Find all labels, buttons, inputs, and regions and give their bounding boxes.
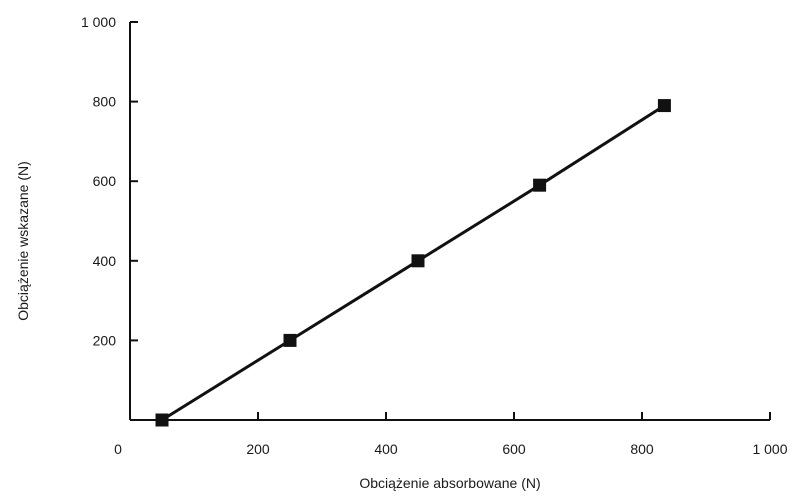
series-group [155,99,671,427]
data-point-marker [283,333,297,347]
x-tick-label: 400 [374,441,398,457]
y-tick-label: 600 [93,173,117,189]
axes [129,22,770,421]
data-point-marker [657,99,671,113]
data-point-marker [155,413,169,427]
x-axis-ticks: 0 200 400 600 800 1 000 [114,412,788,457]
data-point-marker [411,254,425,268]
y-axis-ticks: 200 400 600 800 1 000 [81,14,138,348]
data-point-marker [533,178,547,192]
y-tick-label: 1 000 [81,14,116,30]
x-tick-label: 0 [114,441,122,457]
x-tick-label: 1 000 [752,441,787,457]
x-tick-label: 800 [630,441,654,457]
x-axis-label: Obciążenie absorbowane (N) [359,475,540,491]
y-tick-label: 400 [93,253,117,269]
x-tick-label: 600 [502,441,526,457]
y-axis-label: Obciążenie wskazane (N) [15,161,31,321]
y-tick-label: 200 [93,332,117,348]
x-tick-label: 200 [246,441,270,457]
y-tick-label: 800 [93,94,117,110]
